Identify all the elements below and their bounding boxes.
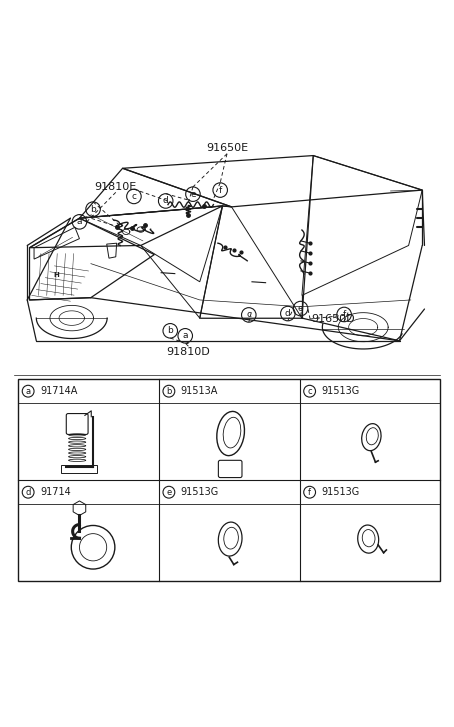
Text: 91513G: 91513G (321, 386, 360, 396)
Bar (18, 379, 440, 582)
Text: a: a (77, 217, 82, 226)
Text: f: f (218, 185, 222, 195)
Text: d: d (25, 488, 31, 497)
Text: 91513A: 91513A (181, 386, 218, 396)
Text: 91714: 91714 (40, 487, 71, 497)
Text: b: b (168, 326, 173, 335)
Text: b: b (166, 387, 172, 395)
Text: e: e (166, 488, 172, 497)
Text: d: d (163, 196, 168, 206)
Text: b: b (90, 204, 96, 214)
Text: f: f (342, 310, 346, 319)
Text: 91810D: 91810D (167, 347, 210, 357)
Text: 91650D: 91650D (311, 314, 355, 324)
Text: 91714A: 91714A (40, 386, 77, 396)
Text: d: d (285, 309, 291, 318)
Text: H: H (54, 272, 59, 278)
Bar (61, 465, 97, 473)
Text: 91513G: 91513G (181, 487, 219, 497)
Text: 91810E: 91810E (94, 182, 137, 192)
Text: 91513G: 91513G (321, 487, 360, 497)
Text: c: c (307, 387, 312, 395)
Text: 91650E: 91650E (206, 143, 248, 153)
Text: c: c (246, 310, 252, 319)
Text: f: f (308, 488, 311, 497)
Text: e: e (298, 304, 303, 313)
Text: c: c (131, 192, 137, 201)
Text: a: a (183, 332, 188, 340)
Text: a: a (25, 387, 31, 395)
Text: e: e (190, 190, 196, 198)
